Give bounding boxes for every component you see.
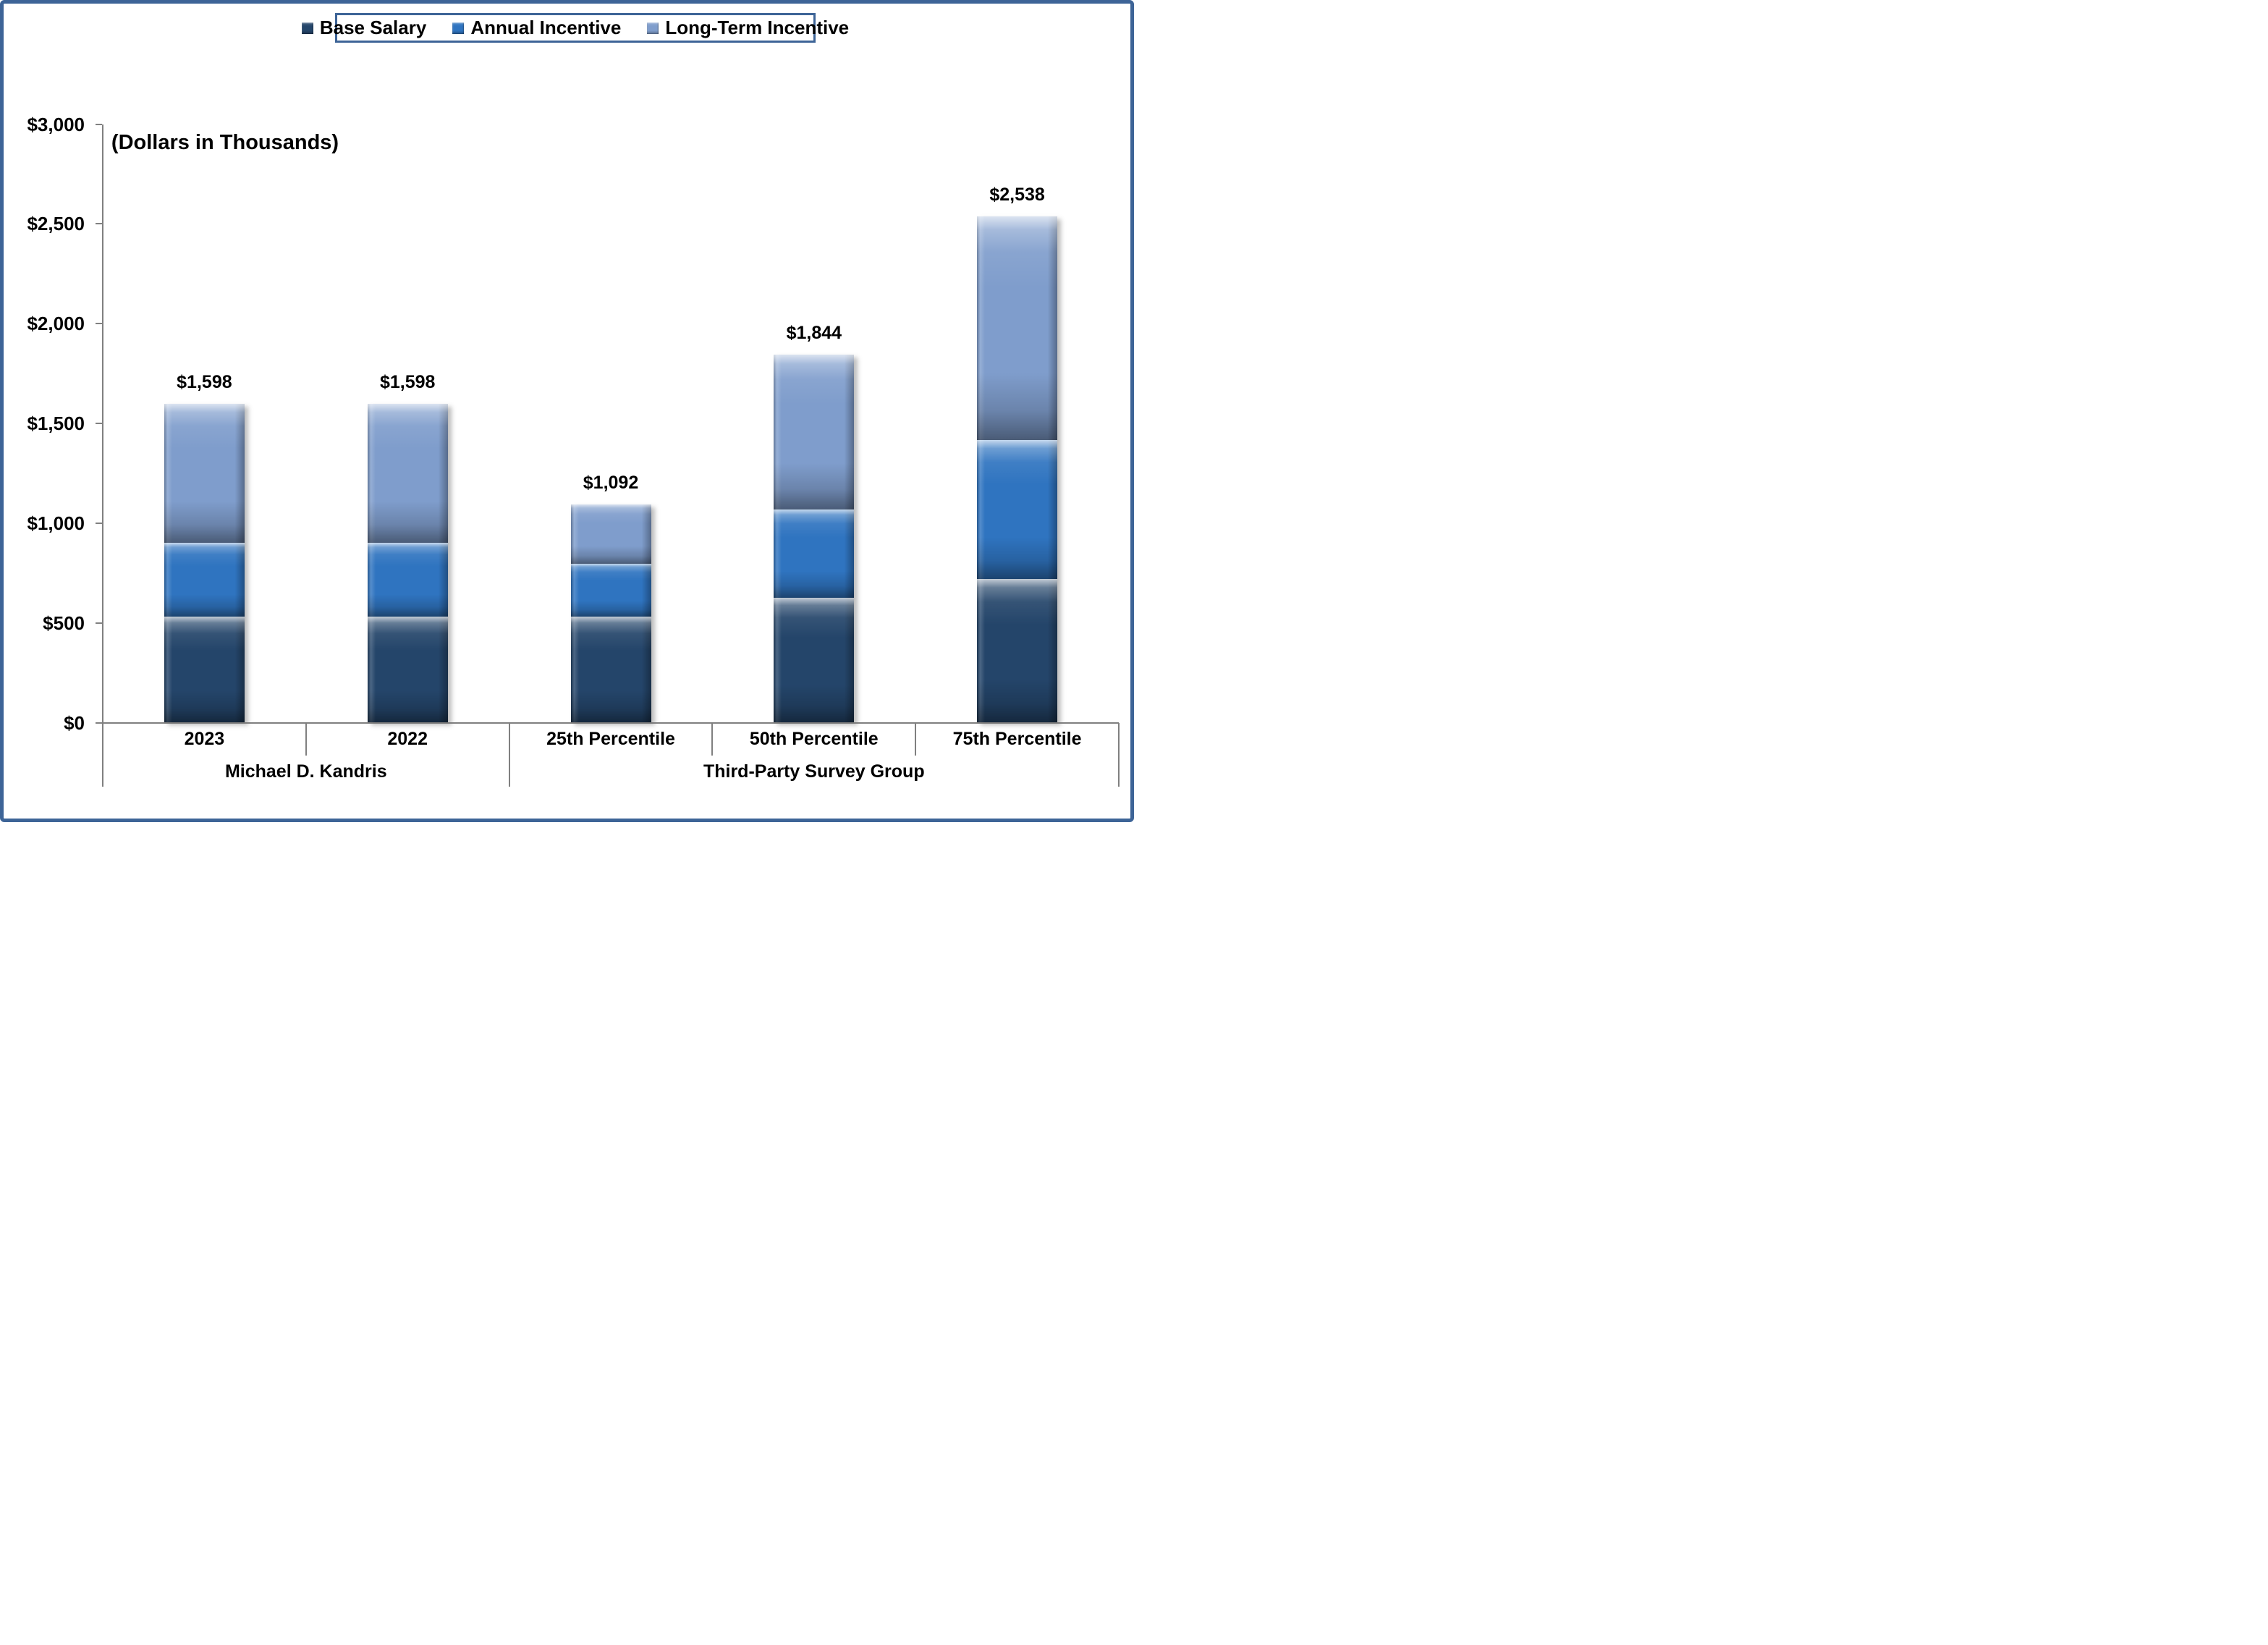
y-tick-label: $1,500 [4, 413, 85, 434]
category-label-2022: 2022 [306, 729, 509, 750]
y-tick-label: $3,000 [4, 114, 85, 135]
category-label-25th-percentile: 25th Percentile [509, 729, 713, 750]
total-label-2022: $1,598 [342, 372, 473, 393]
y-tick-mark [96, 323, 102, 324]
y-tick-label: $2,500 [4, 213, 85, 234]
total-label-2023: $1,598 [139, 372, 269, 393]
segment-base-salary-25th-percentile [571, 617, 651, 722]
plot-area: $0 $500 $1,000 $1,500 $2,000 $2,500 $3,000 $1,5… [4, 4, 1130, 819]
bar-2023 [164, 404, 245, 723]
total-label-75th-percentile: $2,538 [952, 185, 1083, 206]
y-tick-label: $0 [4, 712, 85, 734]
bar-50th-percentile [774, 355, 854, 722]
y-tick-mark [96, 523, 102, 524]
category-label-50th-percentile: 50th Percentile [712, 729, 915, 750]
group-label-michael-d-kandris: Michael D. Kandris [103, 761, 509, 782]
category-label-2023: 2023 [103, 729, 306, 750]
y-axis-line [102, 124, 103, 787]
segment-long-term-incentive-75th-percentile [977, 216, 1057, 440]
y-tick-mark [96, 124, 102, 125]
y-tick-mark [96, 223, 102, 224]
page-frame: Base Salary Annual Incentive Long-Term I… [0, 0, 1134, 822]
segment-annual-incentive-25th-percentile [571, 564, 651, 617]
y-tick-mark [96, 423, 102, 424]
group-label-third-party-survey-group: Third-Party Survey Group [509, 761, 1119, 782]
y-tick-label: $1,000 [4, 512, 85, 534]
y-tick-mark [96, 622, 102, 624]
y-tick-label: $500 [4, 612, 85, 634]
segment-long-term-incentive-25th-percentile [571, 504, 651, 564]
segment-long-term-incentive-2023 [164, 404, 245, 543]
segment-base-salary-2022 [368, 617, 448, 722]
total-label-25th-percentile: $1,092 [546, 473, 676, 494]
total-label-50th-percentile: $1,844 [749, 323, 879, 344]
segment-long-term-incentive-50th-percentile [774, 355, 854, 509]
segment-annual-incentive-2023 [164, 543, 245, 617]
segment-annual-incentive-50th-percentile [774, 509, 854, 598]
segment-base-salary-50th-percentile [774, 598, 854, 722]
segment-long-term-incentive-2022 [368, 404, 448, 543]
segment-base-salary-2023 [164, 617, 245, 722]
segment-annual-incentive-75th-percentile [977, 440, 1057, 579]
bar-25th-percentile [571, 504, 651, 722]
category-label-75th-percentile: 75th Percentile [915, 729, 1119, 750]
segment-base-salary-75th-percentile [977, 579, 1057, 722]
bar-75th-percentile [977, 216, 1057, 723]
y-tick-label: $2,000 [4, 313, 85, 334]
y-tick-mark [96, 722, 102, 724]
segment-annual-incentive-2022 [368, 543, 448, 617]
bar-2022 [368, 404, 448, 723]
